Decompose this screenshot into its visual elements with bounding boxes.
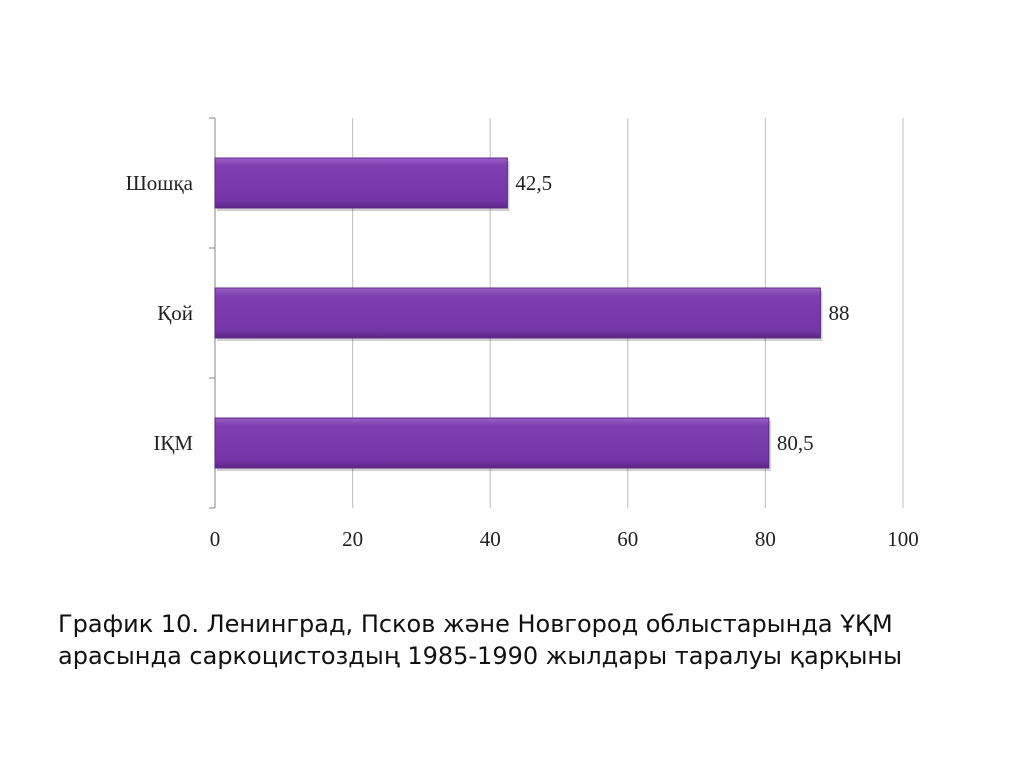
caption-line-2: арасында саркоцистоздың 1985-1990 жылдар… (58, 640, 998, 672)
x-tick-label-0: 0 (210, 527, 221, 551)
bars (215, 158, 822, 471)
labels: 0 20 40 60 80 100 Шошқа 42,5 Қой 88 ІҚМ 80,5 (126, 171, 919, 551)
x-tick-label-100: 100 (887, 527, 919, 551)
value-label-2: 80,5 (777, 431, 814, 455)
bar-2 (215, 418, 769, 468)
bar-1 (215, 288, 820, 338)
category-label-1: Қой (157, 301, 193, 325)
value-label-0: 42,5 (515, 171, 552, 195)
x-tick-label-80: 80 (755, 527, 776, 551)
caption-line-1: График 10. Ленинград, Псков және Новгоро… (58, 608, 998, 640)
axes (209, 118, 215, 508)
chart-caption: График 10. Ленинград, Псков және Новгоро… (58, 608, 998, 672)
value-label-1: 88 (828, 301, 849, 325)
category-label-2: ІҚМ (153, 431, 193, 455)
category-label-0: Шошқа (126, 171, 194, 195)
x-tick-label-60: 60 (617, 527, 638, 551)
bar-chart: 0 20 40 60 80 100 Шошқа 42,5 Қой 88 ІҚМ 80,5 (0, 0, 1024, 600)
x-tick-label-20: 20 (342, 527, 363, 551)
bar-0 (215, 158, 507, 208)
x-tick-label-40: 40 (480, 527, 501, 551)
